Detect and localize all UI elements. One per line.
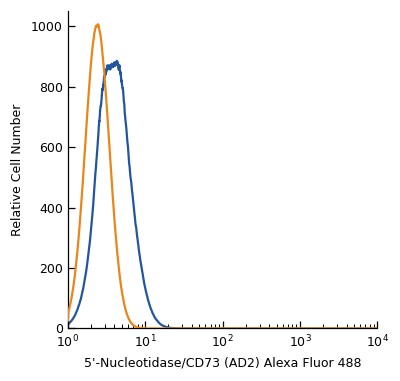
Y-axis label: Relative Cell Number: Relative Cell Number (11, 104, 24, 236)
X-axis label: 5'-Nucleotidase/CD73 (AD2) Alexa Fluor 488: 5'-Nucleotidase/CD73 (AD2) Alexa Fluor 4… (84, 357, 361, 370)
